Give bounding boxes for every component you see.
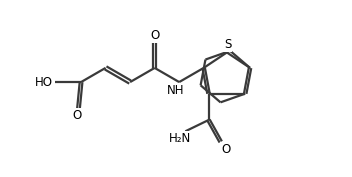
Text: O: O bbox=[72, 109, 82, 122]
Text: O: O bbox=[221, 142, 230, 156]
Text: S: S bbox=[224, 38, 231, 51]
Text: HO: HO bbox=[35, 76, 53, 88]
Text: O: O bbox=[150, 29, 159, 42]
Text: NH: NH bbox=[166, 84, 184, 97]
Text: H₂N: H₂N bbox=[168, 132, 191, 145]
